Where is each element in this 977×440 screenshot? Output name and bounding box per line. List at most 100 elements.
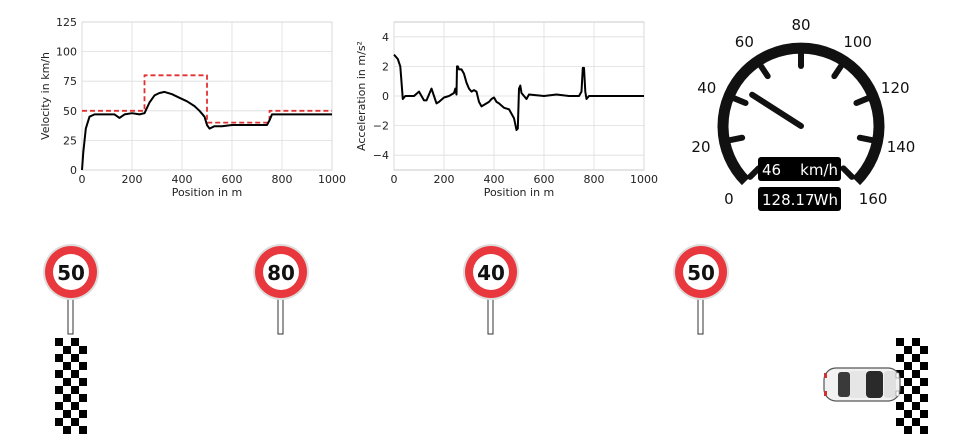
sign-face xyxy=(473,254,509,290)
flag-square xyxy=(63,378,71,386)
car-tail-light xyxy=(824,391,827,396)
speedometer-gauge: 0 20 40 60 80 100 120 140 160 46 km/h 128.17 Wh xyxy=(691,16,915,211)
flag-square xyxy=(71,402,79,410)
flag-square xyxy=(912,354,920,362)
flag-square xyxy=(896,402,904,410)
flag-square xyxy=(79,362,87,370)
velocity-x-label: Position in m xyxy=(172,186,243,199)
gauge-labels: 0 20 40 60 80 100 120 140 160 xyxy=(691,16,915,208)
acceleration-tick-labels: 0 200 400 600 800 1000 4 2 0 −2 −4 xyxy=(373,31,658,186)
flag-square xyxy=(896,370,904,378)
velocity-series xyxy=(81,74,332,171)
flag-square xyxy=(904,426,912,434)
velocity-x-tick-label: 0 xyxy=(79,173,86,186)
velocity-x-tick-label: 800 xyxy=(272,173,293,186)
gauge-label: 100 xyxy=(843,33,872,51)
car-icon xyxy=(823,367,901,402)
car-headlight xyxy=(895,372,900,379)
velocity-y-tick-label: 125 xyxy=(56,16,77,29)
acceleration-x-tick-label: 0 xyxy=(391,173,398,186)
acceleration-x-tick-label: 600 xyxy=(534,173,555,186)
velocity-x-tick-label: 600 xyxy=(222,173,243,186)
flag-square xyxy=(904,410,912,418)
flag-square xyxy=(71,354,79,362)
gauge-label: 40 xyxy=(697,79,716,97)
car-hood xyxy=(884,371,896,398)
sign-post xyxy=(277,297,284,335)
sign-limit-text: 50 xyxy=(57,261,85,285)
sign-limit-text: 50 xyxy=(687,261,715,285)
flag-square xyxy=(71,370,79,378)
acceleration-series-measured-line xyxy=(393,53,644,131)
flag-square xyxy=(920,362,928,370)
flag-square xyxy=(79,346,87,354)
flag-square xyxy=(920,394,928,402)
flag-square xyxy=(896,354,904,362)
energy-readout-box xyxy=(758,187,841,211)
car-roof xyxy=(850,371,866,398)
flag-square xyxy=(920,426,928,434)
gauge-label: 60 xyxy=(735,33,754,51)
acceleration-x-tick-label: 200 xyxy=(434,173,455,186)
flag-square xyxy=(896,418,904,426)
flag-square xyxy=(904,394,912,402)
acceleration-y-tick-label: −4 xyxy=(373,149,389,162)
gauge-label: 140 xyxy=(887,138,916,156)
gauge-label: 80 xyxy=(791,16,810,34)
velocity-plot-area xyxy=(81,21,333,171)
flag-square xyxy=(71,418,79,426)
velocity-chart: 0 200 400 600 800 1000 0 25 50 75 100 125 Position … xyxy=(39,16,346,199)
flag-square xyxy=(896,338,904,346)
gauge-tick xyxy=(757,63,771,80)
acceleration-chart: 0 200 400 600 800 1000 4 2 0 −2 −4 Position in m A… xyxy=(355,21,658,199)
velocity-x-tick-label: 400 xyxy=(172,173,193,186)
flag-square xyxy=(63,346,71,354)
flag-square xyxy=(55,338,63,346)
flag-square xyxy=(55,370,63,378)
flag-square xyxy=(920,346,928,354)
flag-square xyxy=(79,378,87,386)
velocity-x-tick-label: 200 xyxy=(122,173,143,186)
flag-square xyxy=(55,386,63,394)
car-tail-light xyxy=(824,373,827,378)
velocity-series-measured-line xyxy=(81,90,332,171)
speed-limit-sign-3: 40 xyxy=(463,244,519,335)
flag-square xyxy=(920,378,928,386)
sign-face xyxy=(53,254,89,290)
speed-readout-box xyxy=(758,157,841,181)
acceleration-x-tick-label: 400 xyxy=(484,173,505,186)
checkered-flag-start-icon xyxy=(55,338,87,434)
velocity-x-tick-label: 1000 xyxy=(318,173,346,186)
flag-square xyxy=(920,410,928,418)
velocity-y-tick-label: 25 xyxy=(63,134,77,147)
velocity-y-tick-label: 50 xyxy=(63,105,77,118)
gauge-tick xyxy=(747,165,762,180)
speed-limit-sign-4: 50 xyxy=(673,244,729,335)
flag-square xyxy=(71,338,79,346)
acceleration-y-tick-label: 4 xyxy=(382,31,389,44)
gauge-tick xyxy=(853,95,871,107)
flag-square xyxy=(63,410,71,418)
velocity-y-tick-label: 0 xyxy=(70,164,77,177)
acceleration-y-label: Acceleration in m/s² xyxy=(355,41,368,151)
sign-face xyxy=(683,254,719,290)
speed-readout-unit: km/h xyxy=(800,161,838,179)
flag-square xyxy=(912,418,920,426)
acceleration-series xyxy=(393,53,644,131)
gauge-needle xyxy=(749,91,804,129)
flag-square xyxy=(55,402,63,410)
flag-square xyxy=(63,394,71,402)
car-rear-window xyxy=(838,372,850,397)
gauge-ticks xyxy=(727,51,875,180)
speed-limit-sign-1: 50 xyxy=(43,244,99,335)
sign-face xyxy=(263,254,299,290)
flag-square xyxy=(55,418,63,426)
gauge-tick xyxy=(731,95,749,107)
flag-square xyxy=(63,362,71,370)
flag-square xyxy=(63,426,71,434)
gauge-label: 0 xyxy=(724,190,734,208)
velocity-y-label: Velocity in km/h xyxy=(39,52,52,140)
acceleration-x-tick-label: 800 xyxy=(584,173,605,186)
flag-square xyxy=(79,410,87,418)
car-windshield xyxy=(866,371,883,398)
